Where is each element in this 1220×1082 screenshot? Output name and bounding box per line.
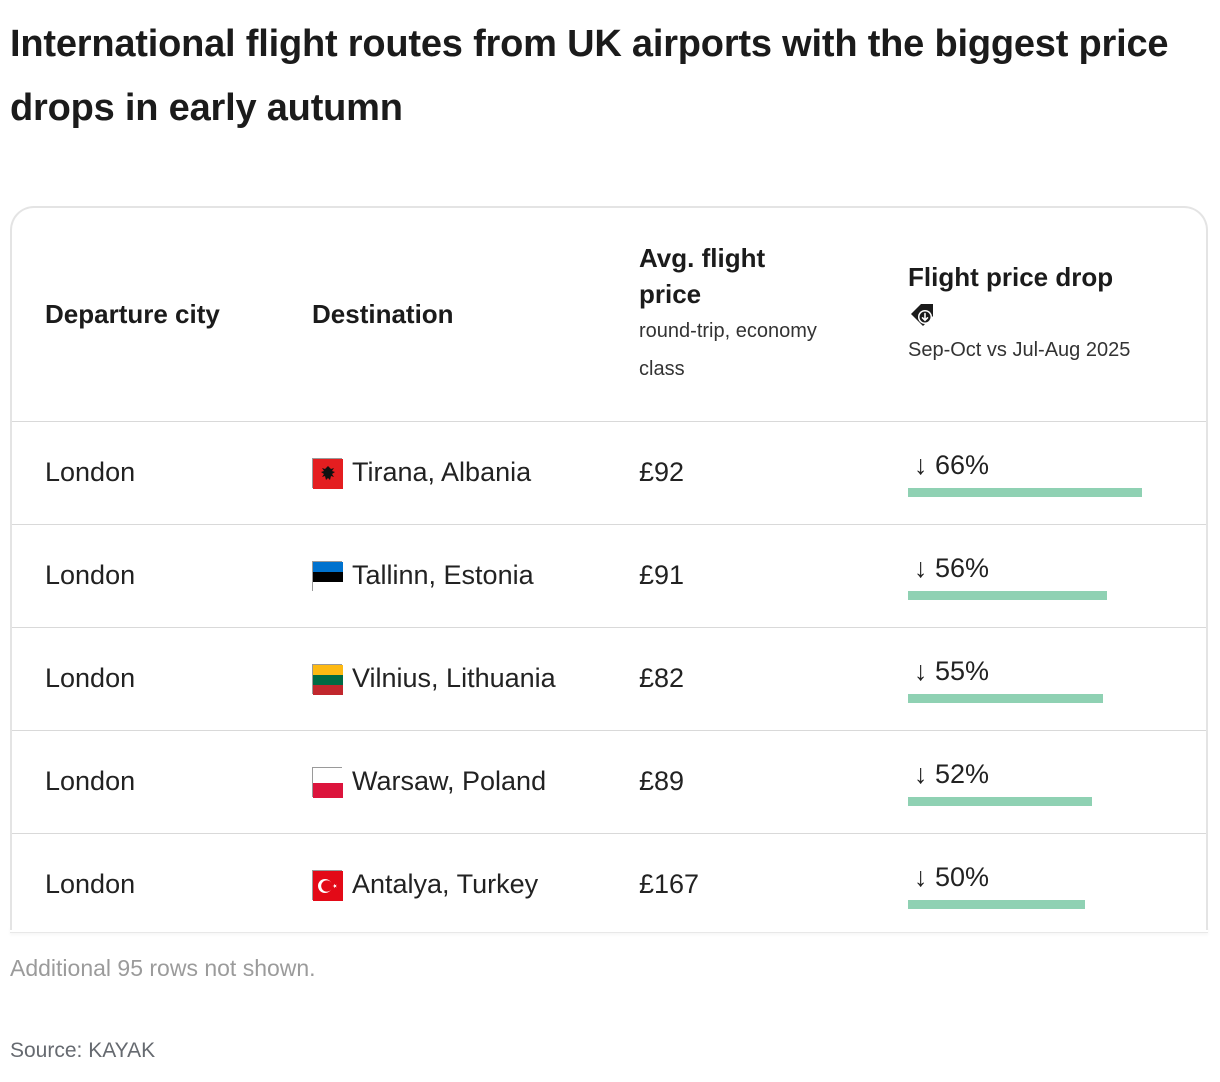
destination-name: Warsaw, Poland — [352, 766, 547, 796]
departure-cell: London — [12, 524, 312, 628]
avg-flight-price: £82 — [639, 663, 685, 693]
price-drop-bar — [908, 899, 1085, 909]
table-row: London Vilnius, Lithuania £82 ↓ 55% — [12, 627, 1206, 731]
footnote: Additional 95 rows not shown. — [10, 955, 316, 981]
price-cell: £91 — [639, 524, 908, 628]
destination-cell: Antalya, Turkey — [312, 833, 639, 930]
departure-city: London — [45, 766, 136, 796]
departure-city: London — [45, 457, 136, 487]
price-drop-bar-track — [908, 590, 1142, 600]
turkey-flag-icon — [312, 869, 343, 901]
destination-name: Tirana, Albania — [352, 457, 532, 487]
data-table-card: Departure city Destination Avg. flight p… — [10, 206, 1208, 930]
table-header-row: Departure city Destination Avg. flight p… — [12, 208, 1206, 422]
departure-cell: London — [12, 833, 312, 930]
departure-city: London — [45, 869, 136, 899]
destination-cell: Warsaw, Poland — [312, 730, 639, 834]
albania-flag-icon — [312, 457, 343, 489]
price-drop-label: ↓ 50% — [914, 861, 990, 892]
column-header-price[interactable]: Avg. flight price round-trip, economy cl… — [639, 208, 908, 422]
column-header-sublabel: Sep-Oct vs Jul-Aug 2025 — [908, 339, 1131, 362]
departure-cell: London — [12, 627, 312, 731]
table-row: London Antalya, Turkey £167 ↓ 50% — [12, 833, 1206, 930]
departure-cell: London — [12, 730, 312, 834]
chart-title: International flight routes from UK airp… — [10, 23, 1169, 129]
drop-cell: ↓ 55% — [908, 627, 1206, 731]
price-drop-bar — [908, 693, 1103, 703]
price-cell: £167 — [639, 833, 908, 930]
avg-flight-price: £167 — [639, 869, 700, 899]
price-drop-label: ↓ 56% — [914, 552, 990, 583]
destination-name: Antalya, Turkey — [352, 869, 539, 899]
table-row: London Tallinn, Estonia £91 ↓ 56% — [12, 524, 1206, 628]
column-header-departure[interactable]: Departure city — [12, 208, 312, 422]
drop-cell: ↓ 66% — [908, 421, 1206, 525]
column-header-drop[interactable]: Flight price drop Sep-Oct vs Jul-Aug 202… — [908, 208, 1206, 422]
price-cell: £82 — [639, 627, 908, 731]
price-drop-bar-track — [908, 487, 1142, 497]
estonia-flag-icon — [312, 560, 343, 592]
drop-cell: ↓ 50% — [908, 833, 1206, 930]
price-drop-bar-track — [908, 796, 1142, 806]
departure-city: London — [45, 663, 136, 693]
price-drop-bar-track — [908, 693, 1142, 703]
avg-flight-price: £91 — [639, 560, 685, 590]
price-cell: £92 — [639, 421, 908, 525]
avg-flight-price: £89 — [639, 766, 685, 796]
column-header-label: Departure city — [45, 299, 220, 330]
lithuania-flag-icon — [312, 663, 343, 695]
source-credit: Source: KAYAK — [10, 1039, 156, 1062]
price-drop-bar — [908, 590, 1107, 600]
price-cell: £89 — [639, 730, 908, 834]
price-drop-bar-track — [908, 899, 1142, 909]
column-header-label: Destination — [312, 299, 454, 330]
flight-price-table: Departure city Destination Avg. flight p… — [12, 208, 1206, 930]
drop-cell: ↓ 56% — [908, 524, 1206, 628]
destination-cell: Tirana, Albania — [312, 421, 639, 525]
column-header-label: Avg. flight price — [639, 243, 766, 310]
destination-cell: Tallinn, Estonia — [312, 524, 639, 628]
price-drop-bar — [908, 487, 1142, 497]
poland-flag-icon — [312, 766, 343, 798]
destination-cell: Vilnius, Lithuania — [312, 627, 639, 731]
column-header-destination[interactable]: Destination — [312, 208, 639, 422]
destination-name: Tallinn, Estonia — [352, 560, 534, 590]
departure-city: London — [45, 560, 136, 590]
price-drop-label: ↓ 52% — [914, 758, 990, 789]
column-header-sublabel: round-trip, economy class — [639, 320, 817, 381]
price-tag-down-icon — [908, 295, 1206, 331]
table-row: London Warsaw, Poland £89 ↓ 52% — [12, 730, 1206, 834]
price-drop-label: ↓ 55% — [914, 655, 990, 686]
destination-name: Vilnius, Lithuania — [352, 663, 556, 693]
price-drop-label: ↓ 66% — [914, 449, 990, 480]
price-drop-bar — [908, 796, 1092, 806]
avg-flight-price: £92 — [639, 457, 685, 487]
departure-cell: London — [12, 421, 312, 525]
table-card-bottom-edge — [10, 926, 1208, 933]
drop-cell: ↓ 52% — [908, 730, 1206, 834]
column-header-label: Flight price drop — [908, 262, 1114, 293]
table-row: London Tirana, Albania £92 ↓ 66% — [12, 421, 1206, 525]
